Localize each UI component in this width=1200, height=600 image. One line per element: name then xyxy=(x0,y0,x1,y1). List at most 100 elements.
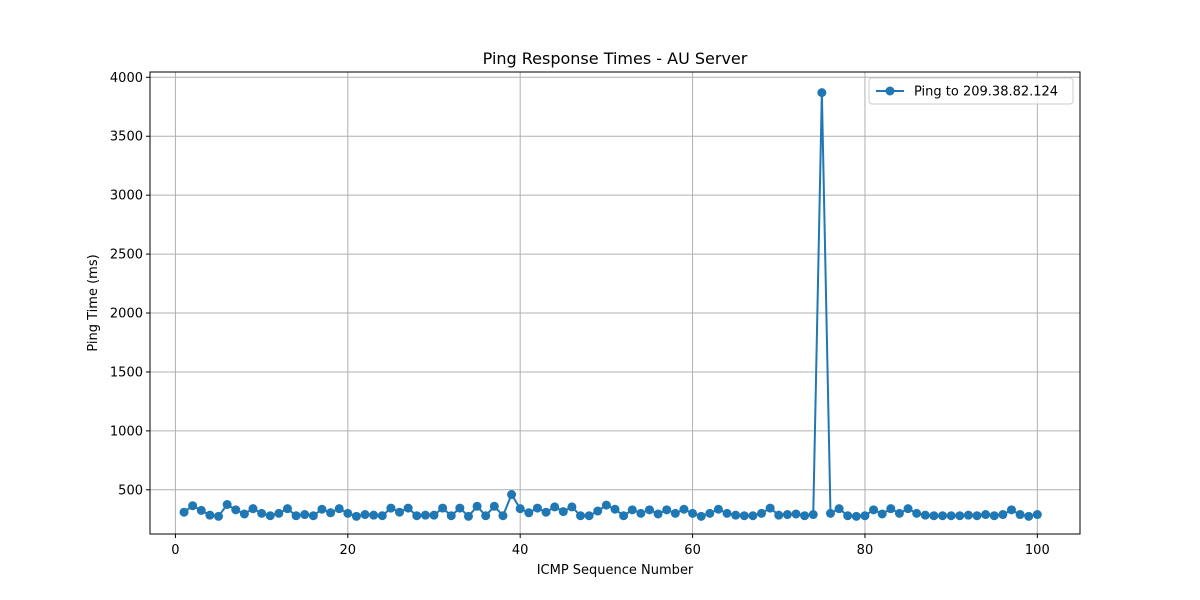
data-point xyxy=(946,511,956,521)
data-point xyxy=(489,501,499,511)
data-points xyxy=(179,88,1042,521)
data-point xyxy=(955,511,965,521)
data-point xyxy=(351,511,361,521)
data-point xyxy=(360,510,370,520)
data-point xyxy=(463,511,473,521)
x-tick-label: 80 xyxy=(857,543,874,558)
data-point xyxy=(274,508,284,518)
data-point xyxy=(662,505,672,515)
data-point xyxy=(869,505,879,515)
data-point xyxy=(455,503,465,513)
data-point xyxy=(731,510,741,520)
data-point xyxy=(188,501,198,511)
data-point xyxy=(377,511,387,521)
data-point xyxy=(308,511,318,521)
data-point xyxy=(395,507,405,517)
data-point xyxy=(903,504,913,514)
data-point xyxy=(782,510,792,520)
data-point xyxy=(584,511,594,521)
data-point xyxy=(938,511,948,521)
data-point xyxy=(257,508,267,518)
data-point xyxy=(532,503,542,513)
data-point xyxy=(567,502,577,512)
data-point xyxy=(877,509,887,519)
data-point xyxy=(300,510,310,520)
x-tick-label: 100 xyxy=(1025,543,1050,558)
y-tick-label: 1500 xyxy=(110,365,143,380)
data-point xyxy=(334,504,344,514)
data-point xyxy=(619,511,629,521)
data-point xyxy=(317,504,327,514)
data-point xyxy=(636,508,646,518)
data-point xyxy=(265,511,275,521)
data-point xyxy=(774,510,784,520)
data-point xyxy=(1015,510,1025,520)
data-point xyxy=(481,511,491,521)
series-line-group xyxy=(183,91,1038,518)
data-point xyxy=(472,501,482,511)
data-point xyxy=(757,508,767,518)
data-point xyxy=(791,509,801,519)
data-point xyxy=(894,508,904,518)
chart-title: Ping Response Times - AU Server xyxy=(483,49,748,68)
y-tick-label: 2500 xyxy=(110,248,143,263)
data-point xyxy=(205,510,215,520)
data-point xyxy=(825,508,835,518)
legend: Ping to 209.38.82.124 xyxy=(868,77,1074,105)
y-tick-label: 3500 xyxy=(110,130,143,145)
data-point xyxy=(851,511,861,521)
data-point xyxy=(558,507,568,517)
data-point xyxy=(765,503,775,513)
y-tick-label: 3000 xyxy=(110,189,143,204)
legend-marker-sample xyxy=(885,86,895,96)
data-point xyxy=(817,88,827,98)
data-point xyxy=(231,505,241,515)
x-axis-label: ICMP Sequence Number xyxy=(537,563,694,578)
data-point xyxy=(601,500,611,510)
data-point xyxy=(550,502,560,512)
data-point xyxy=(843,511,853,521)
x-tick-label: 40 xyxy=(512,543,529,558)
data-point xyxy=(196,505,206,515)
data-point xyxy=(748,511,758,521)
data-point xyxy=(972,511,982,521)
data-point xyxy=(644,505,654,515)
data-point xyxy=(1032,510,1042,520)
data-point xyxy=(800,511,810,521)
y-tick-label: 2000 xyxy=(110,307,143,322)
x-tick-label: 60 xyxy=(684,543,701,558)
data-point xyxy=(834,504,844,514)
data-point xyxy=(239,509,249,519)
data-point xyxy=(282,504,292,514)
data-point xyxy=(688,508,698,518)
plot-frame xyxy=(149,71,1081,535)
legend-label: Ping to 209.38.82.124 xyxy=(914,85,1058,100)
data-point xyxy=(593,506,603,516)
data-point xyxy=(696,511,706,521)
data-point xyxy=(369,510,379,520)
data-point xyxy=(446,511,456,521)
x-tick-label: 0 xyxy=(171,543,179,558)
data-point xyxy=(524,508,534,518)
data-point xyxy=(929,511,939,521)
data-point xyxy=(989,511,999,521)
data-point xyxy=(713,504,723,514)
data-point xyxy=(576,511,586,521)
series-line xyxy=(183,91,1038,518)
data-point xyxy=(179,507,189,517)
data-point xyxy=(429,510,439,520)
y-axis-label: Ping Time (ms) xyxy=(86,254,101,351)
data-point xyxy=(438,503,448,513)
data-point xyxy=(739,511,749,521)
grid xyxy=(150,72,1080,534)
data-point xyxy=(912,508,922,518)
y-tick-label: 4000 xyxy=(110,71,143,86)
y-tick-label: 500 xyxy=(118,483,143,498)
data-point xyxy=(627,505,637,515)
data-point xyxy=(1024,511,1034,521)
data-point xyxy=(1006,505,1016,515)
data-point xyxy=(886,504,896,514)
data-point xyxy=(610,504,620,514)
data-point xyxy=(507,490,517,500)
